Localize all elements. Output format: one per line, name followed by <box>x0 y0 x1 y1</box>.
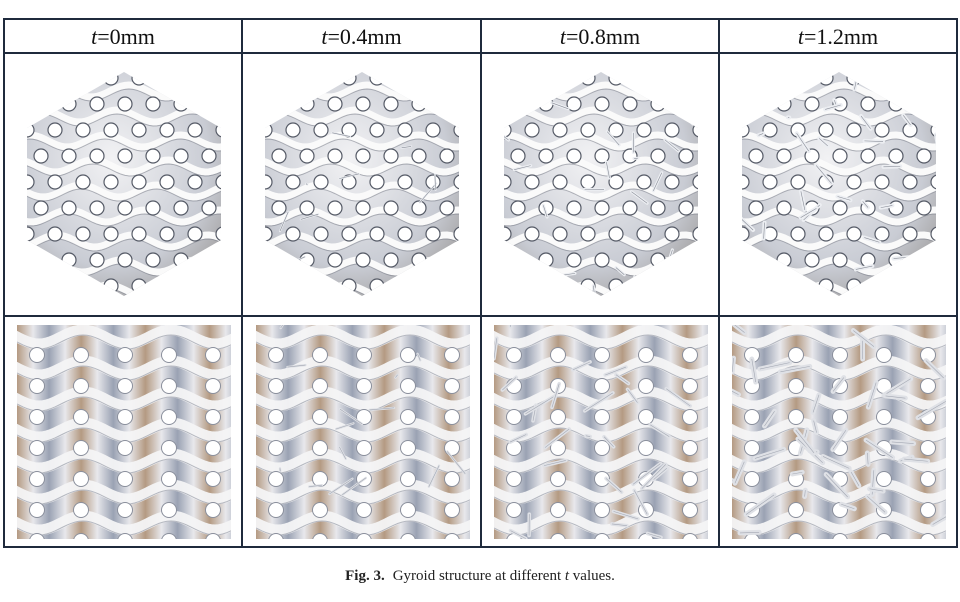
gyroid-isometric-t04 <box>247 56 477 313</box>
gyroid-face-t04 <box>256 325 470 539</box>
header-divider <box>5 52 956 54</box>
column-divider <box>241 20 243 546</box>
gyroid-face-t12 <box>732 325 946 539</box>
row-divider <box>5 315 956 317</box>
figure-caption: Fig. 3. Gyroid structure at different t v… <box>345 568 615 584</box>
gyroid-face-t0 <box>17 325 231 539</box>
column-header-t04: t=0.4mm <box>321 24 402 49</box>
gyroid-isometric-t12 <box>724 56 954 313</box>
figure-label: Fig. 3. <box>345 568 385 584</box>
column-divider <box>718 20 720 546</box>
gyroid-face-t08 <box>494 325 708 539</box>
column-header-t0: t=0mm <box>91 24 155 49</box>
figure-grid: t=0mm t=0.4mm t=0.8mm t=1.2mm <box>3 18 958 548</box>
gyroid-isometric-t08 <box>486 56 716 313</box>
column-header-t08: t=0.8mm <box>559 24 641 49</box>
column-divider <box>480 20 482 546</box>
column-header-t12: t=1.2mm <box>797 24 879 49</box>
gyroid-isometric-t0 <box>9 56 239 313</box>
